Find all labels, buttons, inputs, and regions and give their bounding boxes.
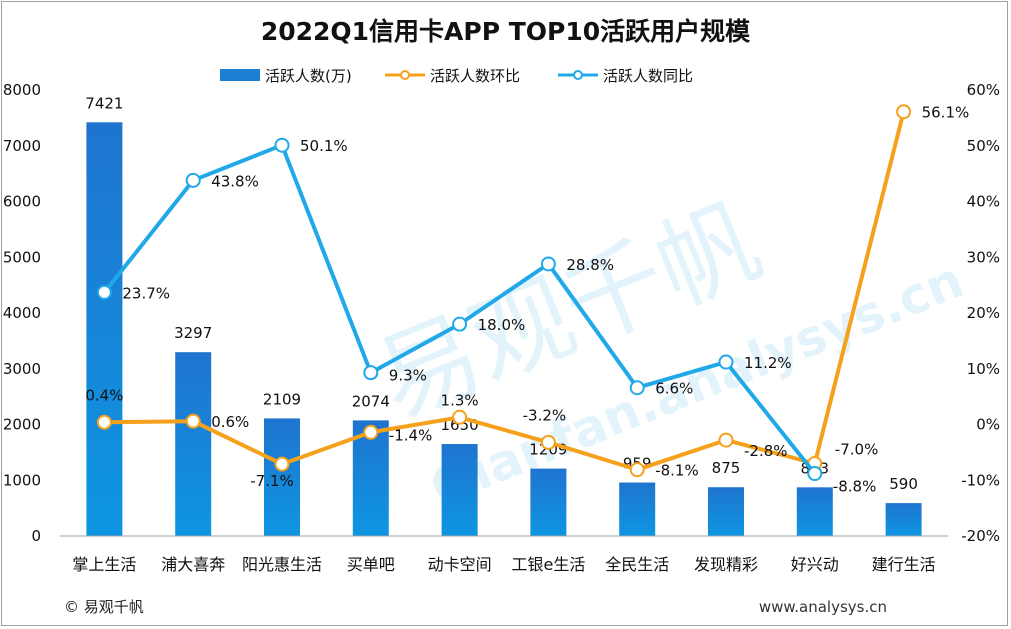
legend-label: 活跃人数环比 — [430, 67, 520, 85]
y-left-tick-label: 2000 — [3, 416, 41, 434]
point-label: -8.8% — [833, 478, 877, 496]
bar — [708, 487, 744, 536]
data-point — [540, 434, 556, 450]
x-tick-label: 阳光惠生活 — [242, 555, 322, 574]
y-right-tick-label: -20% — [961, 527, 1000, 545]
x-tick-label: 掌上生活 — [72, 555, 136, 574]
y-left-tick-label: 7000 — [3, 137, 41, 155]
bar-value-label: 590 — [889, 475, 918, 493]
bar-value-label: 2074 — [352, 392, 390, 410]
point-label: 0.4% — [85, 386, 123, 404]
chart-title: 2022Q1信用卡APP TOP10活跃用户规模 — [260, 17, 751, 46]
bar — [175, 352, 212, 536]
y-left-tick-label: 5000 — [3, 248, 41, 266]
point-label: -1.4% — [389, 426, 433, 444]
data-point — [718, 354, 734, 370]
point-label: 23.7% — [122, 284, 170, 302]
x-tick-label: 买单吧 — [347, 555, 395, 574]
point-label: 0.6% — [211, 413, 249, 431]
bar — [441, 444, 478, 536]
bar — [530, 468, 567, 536]
bar — [796, 487, 833, 536]
bar-value-label: 2109 — [263, 390, 301, 408]
data-point — [96, 284, 112, 300]
data-point — [274, 456, 290, 472]
x-tick-label: 发现精彩 — [694, 555, 758, 574]
y-right-tick-label: -10% — [961, 471, 1000, 489]
y-right-tick-label: 20% — [967, 304, 1000, 322]
data-point — [274, 137, 290, 153]
y-right-tick-label: 30% — [967, 248, 1000, 266]
data-point — [896, 104, 912, 120]
y-left-tick-label: 3000 — [3, 360, 41, 378]
x-tick-label: 建行生活 — [872, 555, 936, 574]
point-label: -3.2% — [523, 406, 567, 424]
x-tick-label: 浦大喜奔 — [161, 555, 225, 574]
legend-label: 活跃人数同比 — [603, 67, 693, 85]
point-label: -2.8% — [744, 442, 788, 460]
point-label: -8.1% — [655, 462, 699, 480]
legend-swatch-bar — [220, 69, 260, 81]
y-right-tick-label: 40% — [967, 193, 1000, 211]
legend-label: 活跃人数(万) — [265, 67, 352, 85]
x-tick-label: 全民生活 — [605, 555, 669, 574]
series-line — [104, 111, 906, 472]
point-label: 1.3% — [441, 391, 479, 409]
point-label: -7.0% — [835, 441, 879, 459]
y-right-tick-label: 60% — [967, 81, 1000, 99]
y-left-tick-label: 0 — [31, 527, 41, 545]
bar-value-label: 3297 — [174, 324, 212, 342]
point-label: 50.1% — [300, 137, 348, 155]
x-tick-label: 动卡空间 — [428, 555, 492, 574]
y-left-tick-label: 8000 — [3, 81, 41, 99]
x-tick-label: 好兴动 — [791, 555, 839, 574]
y-left-tick-label: 1000 — [3, 471, 41, 489]
bar-value-label: 875 — [712, 459, 741, 477]
bar — [885, 503, 922, 536]
data-point — [185, 172, 201, 188]
bar-value-label: 7421 — [85, 94, 123, 112]
y-right-tick-label: 50% — [967, 137, 1000, 155]
bar — [619, 482, 656, 536]
data-point — [540, 256, 556, 272]
point-label: 11.2% — [744, 354, 792, 372]
data-point — [718, 432, 734, 448]
website-text: www.analysys.cn — [758, 598, 887, 616]
data-point — [629, 462, 645, 478]
legend-swatch-marker — [573, 70, 583, 80]
data-point — [807, 466, 823, 482]
data-point — [363, 365, 379, 381]
data-point — [452, 316, 468, 332]
point-label: 56.1% — [922, 104, 970, 122]
data-point — [452, 409, 468, 425]
data-point — [185, 413, 201, 429]
copyright-text: © 易观千帆 — [64, 598, 144, 616]
legend-swatch-marker — [400, 70, 410, 80]
data-point — [629, 380, 645, 396]
point-label: 6.6% — [655, 380, 693, 398]
x-tick-label: 工银e生活 — [511, 555, 585, 574]
bar — [264, 418, 300, 536]
point-label: -7.1% — [250, 472, 294, 490]
y-left-tick-label: 6000 — [3, 193, 41, 211]
y-left-tick-label: 4000 — [3, 304, 41, 322]
y-right-tick-label: 0% — [976, 416, 1000, 434]
point-label: 9.3% — [389, 367, 427, 385]
bar — [86, 122, 123, 537]
point-label: 18.0% — [478, 316, 526, 334]
data-point — [363, 424, 379, 440]
point-label: 43.8% — [211, 172, 259, 190]
point-label: 28.8% — [566, 256, 614, 274]
data-point — [96, 414, 112, 430]
y-right-tick-label: 10% — [967, 360, 1000, 378]
